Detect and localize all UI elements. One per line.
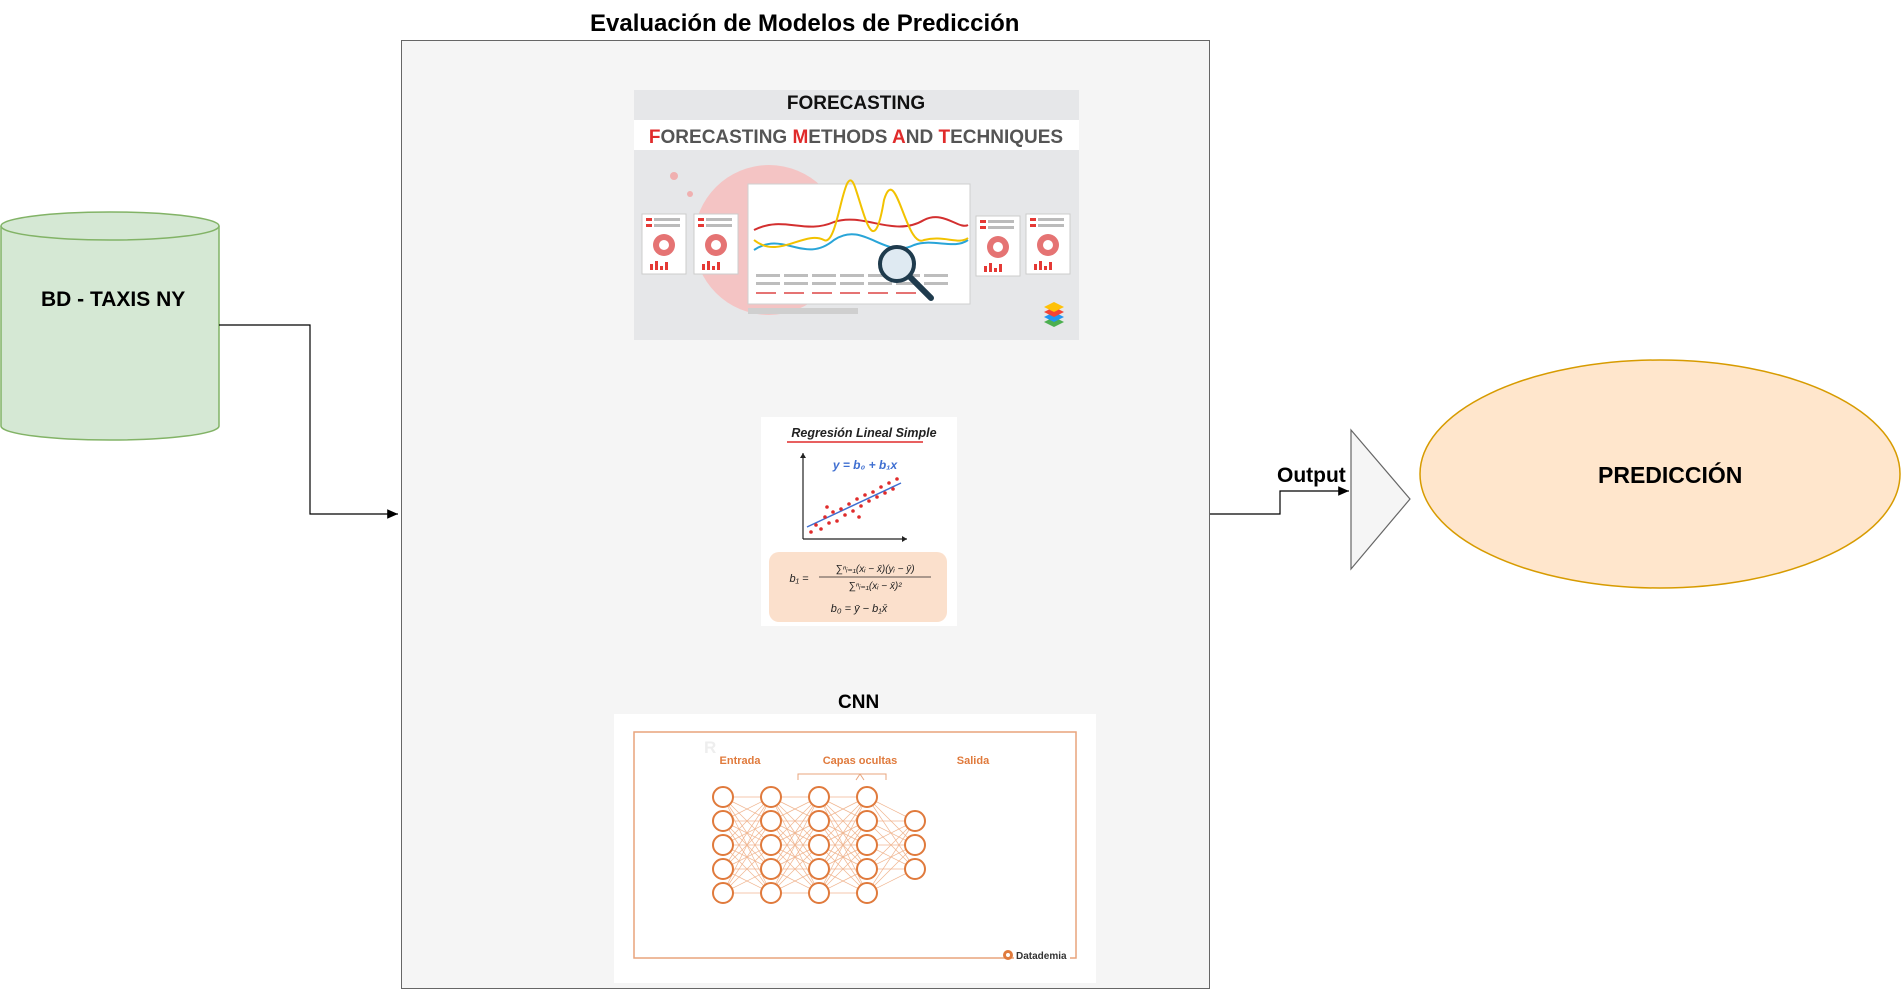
forecasting-banner: FORECASTING METHODS AND TECHNIQUES [649,127,1063,148]
database-label: BD - TAXIS NY [41,288,186,311]
output-label: Output [1277,464,1346,487]
cnn-connection [770,820,820,894]
prediction-ellipse[interactable] [1419,359,1901,589]
magnifier-icon [878,245,916,283]
cnn-connection [722,844,772,894]
formula-b1-lhs: b₁ = [789,573,809,585]
regression-image: Regresión Lineal Simple y = b₀ + b₁x b₁ … [761,417,957,626]
cnn-heading: CNN [838,692,880,713]
regression-equation: y = b₀ + b₁x [832,458,899,472]
cnn-connection [770,796,820,846]
cnn-output-neuron [904,858,926,880]
cnn-connection [866,820,916,870]
cnn-connection [866,820,916,894]
regression-title: Regresión Lineal Simple [791,426,936,440]
cnn-connection [818,796,868,846]
cnn-input-neuron [712,810,734,832]
cnn-frame [633,731,1077,959]
cnn-input-neuron [712,882,734,904]
cnn-connection [722,796,772,870]
cnn-output-neuron [904,810,926,832]
cnn-brand: Datademia [1016,951,1067,962]
formula-b1-denominator: ∑ⁿᵢ₌₁(xᵢ − x̄)² [848,581,902,592]
cnn-connection [818,796,868,894]
cnn-hidden-neuron [856,858,878,880]
regression-points [809,477,899,534]
database-cylinder[interactable] [0,211,220,441]
output-triangle[interactable] [1350,428,1411,571]
cnn-connection [818,844,868,894]
cnn-input-neuron [712,834,734,856]
cnn-connection [770,796,820,894]
cnn-hidden-neuron [760,858,782,880]
cnn-connection [722,820,772,894]
cnn-hidden-neuron [808,786,830,808]
cnn-hidden-neuron [808,882,830,904]
cnn-watermark: R [704,738,716,757]
prediction-label: PREDICCIÓN [1598,462,1743,488]
cnn-image: R Entrada Capas ocultas Salida Datademia [614,714,1096,983]
cnn-hidden-label: Capas ocultas [823,755,898,767]
cnn-hidden-neuron [856,786,878,808]
forecasting-heading: FORECASTING [787,93,925,114]
cnn-hidden-neuron [760,882,782,904]
cnn-output-label: Salida [957,755,990,767]
report-card-right-1 [975,215,1021,277]
cnn-input-neuron [712,858,734,880]
cnn-hidden-neuron [856,882,878,904]
cnn-input-neuron [712,786,734,808]
cnn-hidden-neuron [808,858,830,880]
cnn-input-label: Entrada [720,755,762,767]
formula-b0: b₀ = ȳ − b₁x̄ [831,603,888,615]
cnn-neurons [712,786,926,904]
cnn-connection [722,796,772,894]
cnn-connection [770,796,820,870]
cnn-output-neuron [904,834,926,856]
cnn-connection [866,844,916,894]
report-card-left-1 [641,213,687,275]
datademia-logo-icon [1003,950,1013,960]
cnn-connection [818,820,868,894]
forecasting-image: FORECASTING FORECASTING METHODS AND TECH… [634,90,1079,340]
cnn-connection [722,796,772,846]
models-to-output-connector [1210,486,1349,515]
regression-fit-line [806,482,902,528]
cnn-hidden-neuron [856,834,878,856]
cnn-hidden-neuron [760,834,782,856]
layers-icon [1044,302,1064,327]
cnn-hidden-neuron [856,810,878,832]
formula-box [769,552,947,622]
cnn-hidden-neuron [760,786,782,808]
report-card-right-2 [1025,213,1071,275]
cnn-hidden-neuron [760,810,782,832]
cnn-connection [770,844,820,894]
cnn-connection [818,796,868,870]
db-to-models-connector [219,324,398,519]
report-card-left-2 [693,213,739,275]
cnn-hidden-neuron [808,834,830,856]
diagram-title: Evaluación de Modelos de Predicción [590,10,1020,37]
formula-b1-numerator: ∑ⁿᵢ₌₁(xᵢ − x̄)(yᵢ − ȳ) [835,564,914,575]
cnn-hidden-neuron [808,810,830,832]
